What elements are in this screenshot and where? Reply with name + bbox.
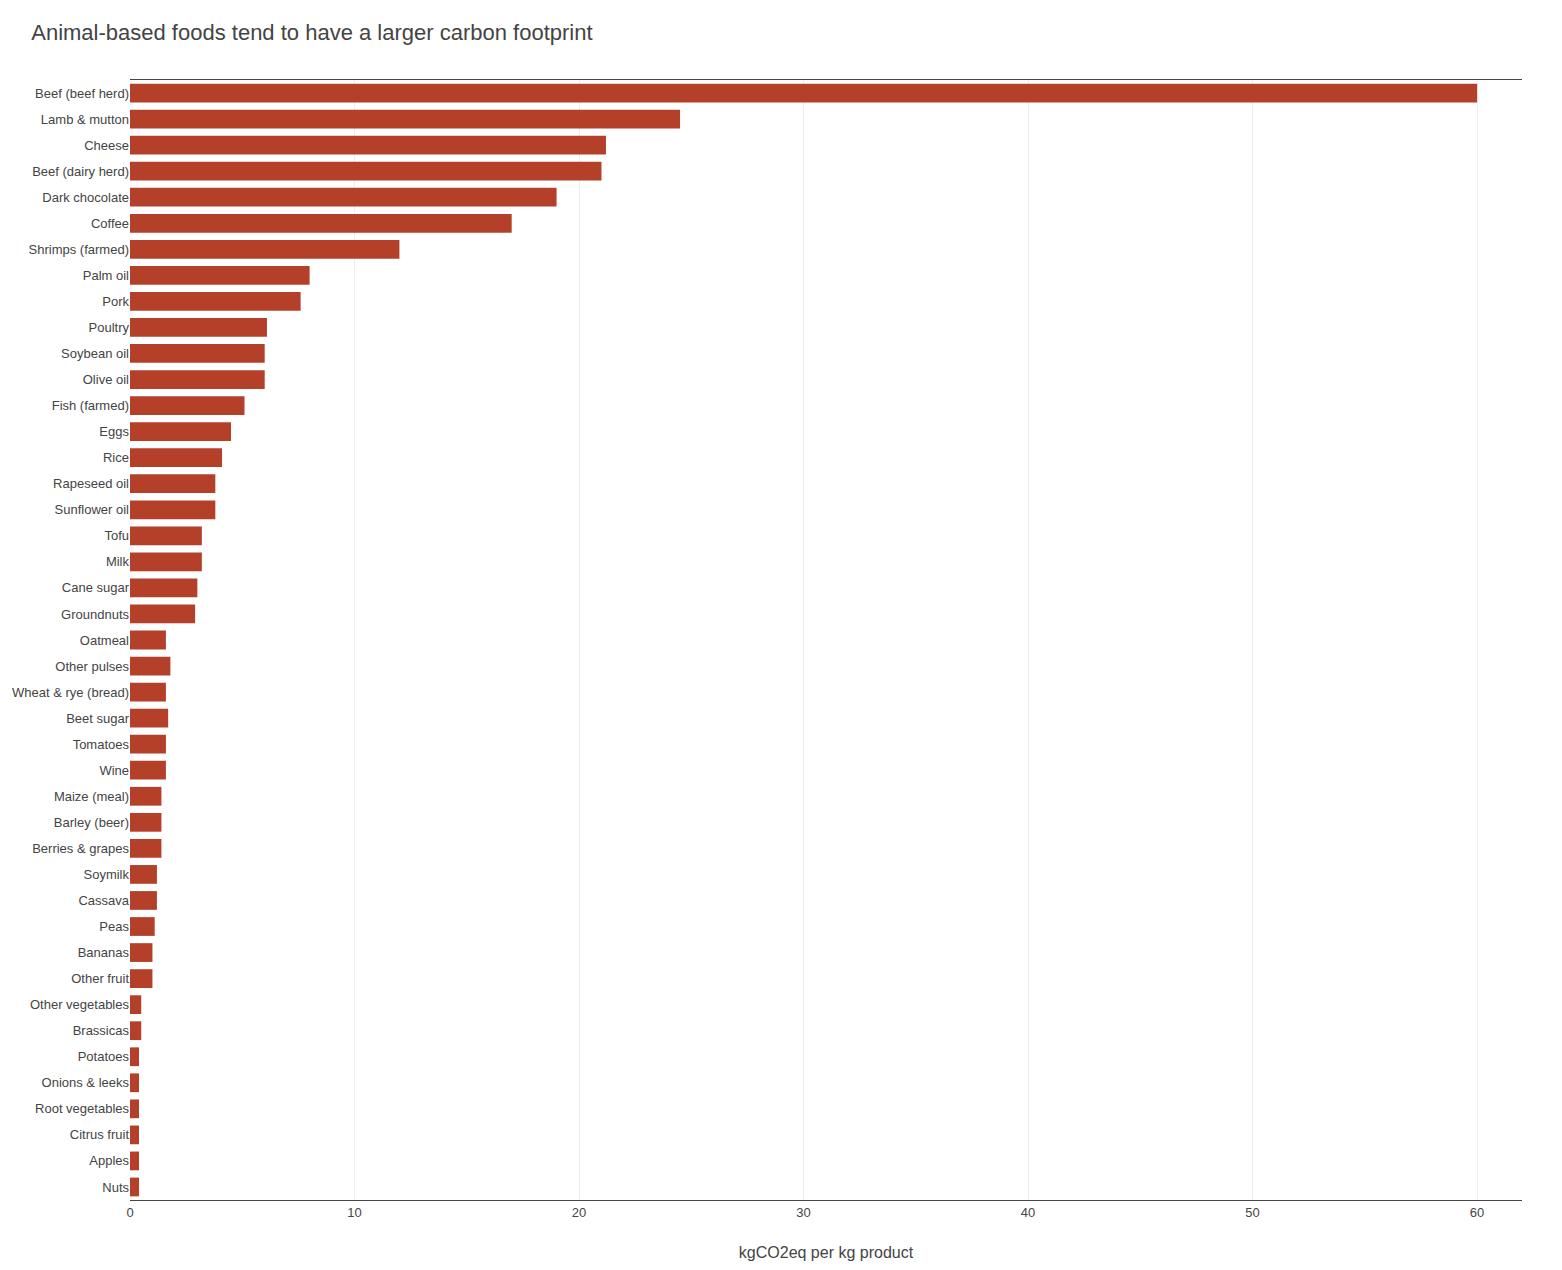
svg-text:Pork: Pork: [102, 294, 129, 309]
svg-text:Apples: Apples: [89, 1153, 129, 1168]
svg-text:Cane sugar: Cane sugar: [62, 580, 130, 595]
svg-text:50: 50: [1245, 1205, 1259, 1220]
svg-text:Berries & grapes: Berries & grapes: [32, 841, 129, 856]
svg-text:Citrus fruit: Citrus fruit: [70, 1127, 130, 1142]
svg-text:Other pulses: Other pulses: [55, 659, 129, 674]
svg-text:Poultry: Poultry: [89, 320, 130, 335]
svg-text:Tomatoes: Tomatoes: [73, 737, 130, 752]
svg-text:20: 20: [572, 1205, 586, 1220]
svg-text:Soybean oil: Soybean oil: [61, 346, 129, 361]
svg-text:Rapeseed oil: Rapeseed oil: [53, 476, 129, 491]
svg-text:40: 40: [1021, 1205, 1035, 1220]
svg-text:Fish (farmed): Fish (farmed): [52, 398, 129, 413]
svg-text:Eggs: Eggs: [99, 424, 129, 439]
svg-text:Wine: Wine: [99, 763, 129, 778]
svg-text:kgCO2eq per kg product: kgCO2eq per kg product: [739, 1244, 914, 1261]
svg-text:Other vegetables: Other vegetables: [30, 997, 130, 1012]
svg-text:10: 10: [347, 1205, 361, 1220]
svg-text:Cheese: Cheese: [84, 138, 129, 153]
svg-text:Milk: Milk: [106, 554, 130, 569]
svg-text:60: 60: [1470, 1205, 1484, 1220]
svg-text:Palm oil: Palm oil: [83, 268, 129, 283]
svg-text:Soymilk: Soymilk: [83, 867, 129, 882]
svg-text:Maize (meal): Maize (meal): [54, 789, 129, 804]
svg-text:Bananas: Bananas: [78, 945, 130, 960]
svg-text:Peas: Peas: [99, 919, 129, 934]
svg-text:Lamb & mutton: Lamb & mutton: [41, 112, 129, 127]
svg-text:Cassava: Cassava: [78, 893, 129, 908]
svg-text:Animal-based foods tend to hav: Animal-based foods tend to have a larger…: [31, 20, 592, 45]
svg-text:Beef (dairy herd): Beef (dairy herd): [32, 164, 129, 179]
svg-text:Groundnuts: Groundnuts: [61, 607, 129, 622]
svg-text:Sunflower oil: Sunflower oil: [55, 502, 130, 517]
svg-text:Brassicas: Brassicas: [73, 1023, 130, 1038]
svg-text:Shrimps (farmed): Shrimps (farmed): [29, 242, 129, 257]
svg-text:Olive oil: Olive oil: [83, 372, 129, 387]
svg-text:Beet sugar: Beet sugar: [66, 711, 130, 726]
svg-text:Coffee: Coffee: [91, 216, 129, 231]
svg-text:Nuts: Nuts: [102, 1180, 129, 1195]
svg-text:Beef (beef herd): Beef (beef herd): [35, 86, 129, 101]
svg-text:30: 30: [796, 1205, 810, 1220]
svg-text:Onions & leeks: Onions & leeks: [42, 1075, 130, 1090]
svg-text:Other fruit: Other fruit: [71, 971, 129, 986]
svg-text:Dark chocolate: Dark chocolate: [42, 190, 129, 205]
svg-text:Oatmeal: Oatmeal: [80, 633, 129, 648]
svg-text:Barley (beer): Barley (beer): [54, 815, 129, 830]
svg-text:Wheat & rye (bread): Wheat & rye (bread): [12, 685, 129, 700]
svg-text:Root vegetables: Root vegetables: [35, 1101, 129, 1116]
svg-text:Tofu: Tofu: [104, 528, 129, 543]
svg-text:Rice: Rice: [103, 450, 129, 465]
svg-text:0: 0: [126, 1205, 133, 1220]
svg-text:Potatoes: Potatoes: [78, 1049, 130, 1064]
